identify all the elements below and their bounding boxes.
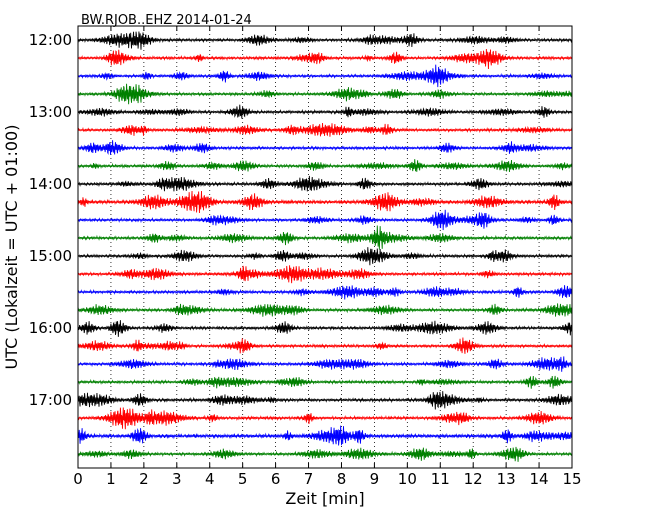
x-tick-label: 6: [271, 470, 281, 488]
y-tick-label: 14:00: [29, 175, 72, 193]
trace-line: [77, 31, 573, 50]
trace-line: [77, 64, 573, 88]
trace-line: [77, 391, 573, 410]
x-tick-label: 7: [304, 470, 314, 488]
trace-line: [77, 285, 573, 300]
x-tick-label: 2: [139, 470, 149, 488]
y-axis-label: UTC (Lokalzeit = UTC + 01:00): [2, 125, 21, 370]
trace-line: [77, 356, 573, 372]
x-tick-label: 13: [497, 470, 516, 488]
trace-line: [77, 265, 573, 284]
x-tick-label: 14: [530, 470, 549, 488]
trace-line: [77, 407, 573, 430]
x-tick-label: 15: [562, 470, 581, 488]
y-axis: 12:00 13:00 14:00 15:00 16:00 17:00: [29, 31, 572, 409]
trace-line: [77, 320, 573, 337]
trace-line: [77, 49, 573, 70]
x-tick-label: 0: [73, 470, 83, 488]
trace-line: [77, 190, 573, 214]
trace-line: [77, 83, 573, 105]
y-tick-label: 17:00: [29, 391, 72, 409]
trace-line: [77, 247, 573, 266]
trace-line: [77, 159, 573, 172]
trace-line: [77, 225, 573, 250]
trace-line: [77, 375, 573, 389]
x-axis-label: Zeit [min]: [285, 489, 364, 508]
trace-line: [77, 104, 573, 119]
x-tick-label: 8: [337, 470, 347, 488]
trace-line: [77, 122, 573, 137]
trace-layer: [77, 31, 573, 462]
x-tick-label: 9: [370, 470, 380, 488]
y-tick-label: 15:00: [29, 247, 72, 265]
trace-line: [77, 140, 573, 156]
y-tick-label: 12:00: [29, 31, 72, 49]
x-tick-label: 1: [106, 470, 116, 488]
plot-frame: [77, 25, 573, 469]
trace-line: [77, 209, 573, 231]
x-axis: 0 1 2 3 4 5 6 7 8 9 10 11 12 13 14 15: [73, 26, 582, 488]
y-tick-label: 16:00: [29, 319, 72, 337]
grid-layer: [110, 26, 540, 468]
chart-title: BW.RJOB..EHZ 2014-01-24: [81, 13, 252, 28]
trace-line: [77, 425, 573, 446]
trace-line: [77, 446, 573, 462]
y-tick-label: 13:00: [29, 103, 72, 121]
x-tick-label: 12: [464, 470, 483, 488]
trace-line: [77, 337, 573, 354]
x-tick-label: 4: [205, 470, 215, 488]
x-tick-label: 11: [431, 470, 450, 488]
x-tick-label: 10: [398, 470, 417, 488]
trace-line: [77, 303, 573, 317]
x-tick-label: 3: [172, 470, 182, 488]
x-tick-label: 5: [238, 470, 248, 488]
trace-line: [77, 175, 573, 192]
